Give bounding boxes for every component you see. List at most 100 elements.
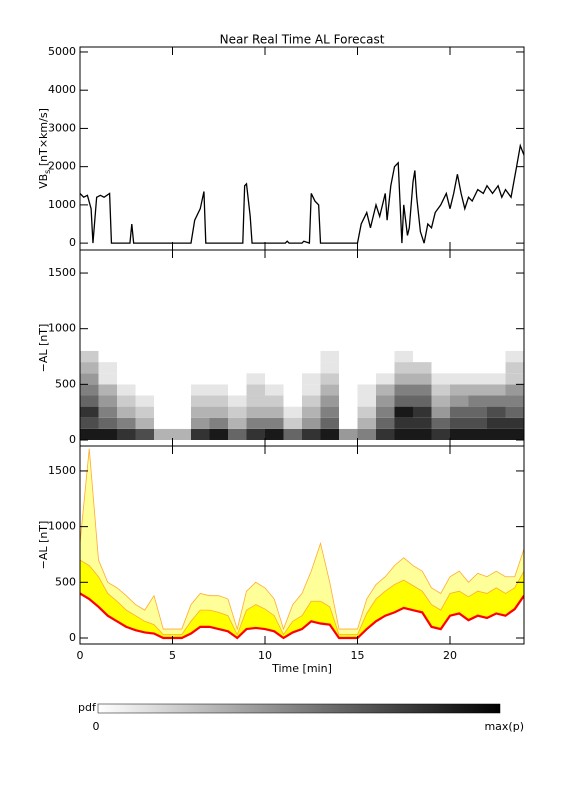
pdf-cell — [357, 428, 376, 440]
pdf-cell — [302, 406, 321, 418]
pdf-cell — [135, 406, 154, 418]
pdf-cell — [468, 395, 487, 407]
pdf-cell — [154, 373, 173, 385]
pdf-cell — [135, 417, 154, 429]
pdf-cell — [246, 417, 265, 429]
pdf-cell — [191, 428, 210, 440]
pdf-cell — [172, 362, 191, 374]
pdf-cell — [450, 395, 469, 407]
pdf-cell — [265, 373, 284, 385]
y-axis-label: VBs [nT×km/s] — [37, 108, 52, 189]
pdf-cell — [431, 406, 450, 418]
pdf-cell — [246, 406, 265, 418]
pdf-cell — [98, 350, 117, 363]
panel-frame — [79, 445, 525, 645]
pdf-cell — [302, 384, 321, 396]
pdf-cell — [487, 395, 506, 407]
pdf-cell — [228, 406, 247, 418]
pdf-cell — [135, 373, 154, 385]
x-axis-label: Time [min] — [271, 662, 332, 675]
pdf-cell — [209, 428, 228, 440]
pdf-cell — [487, 428, 506, 440]
pdf-cell — [98, 395, 117, 407]
colorbar — [97, 703, 501, 714]
pdf-cell — [468, 373, 487, 385]
pdf-cell — [505, 350, 524, 363]
pdf-cell — [431, 350, 450, 363]
pdf-cell — [320, 373, 339, 385]
pdf-cell — [209, 384, 228, 396]
pdf-cell — [431, 384, 450, 396]
pdf-cell — [431, 362, 450, 374]
pdf-cell — [339, 428, 358, 440]
pdf-cell — [246, 395, 265, 407]
pdf-cell — [228, 417, 247, 429]
pdf-cell — [413, 362, 432, 374]
pdf-cell — [209, 406, 228, 418]
pdf-cell — [357, 406, 376, 418]
pdf-cell — [228, 428, 247, 440]
pdf-cell — [80, 362, 99, 374]
pdf-cell — [80, 350, 99, 363]
pdf-cell — [265, 350, 284, 363]
pdf-cell — [357, 362, 376, 374]
pdf-cell — [117, 384, 136, 396]
pdf-cell — [283, 373, 302, 385]
pdf-cell — [98, 384, 117, 396]
pdf-cell — [431, 428, 450, 440]
pdf-cell — [376, 417, 395, 429]
pdf-cell — [154, 362, 173, 374]
pdf-cell — [376, 384, 395, 396]
pdf-cell — [320, 362, 339, 374]
x-tick-label: 5 — [169, 649, 176, 662]
pdf-cell — [265, 395, 284, 407]
pdf-cell — [357, 417, 376, 429]
y-axis-label: −AL [nT] — [37, 521, 50, 570]
pdf-cell — [117, 417, 136, 429]
pdf-cell — [320, 428, 339, 440]
pdf-cell — [320, 406, 339, 418]
pdf-cell — [209, 395, 228, 407]
pdf-cell — [172, 395, 191, 407]
pdf-cell — [450, 428, 469, 440]
pdf-cell — [339, 350, 358, 363]
plot-area — [80, 448, 524, 640]
pdf-cell — [228, 362, 247, 374]
pdf-cell — [191, 417, 210, 429]
pdf-cell — [246, 428, 265, 440]
median-line — [80, 592, 524, 640]
pdf-cell — [283, 350, 302, 363]
below-median — [80, 593, 524, 638]
pdf-cell — [117, 395, 136, 407]
y-tick-label: 500 — [55, 575, 76, 588]
pdf-cell — [246, 373, 265, 385]
pdf-cell — [320, 350, 339, 363]
pdf-cell — [487, 417, 506, 429]
pdf-cell — [468, 350, 487, 363]
pdf-cell — [80, 384, 99, 396]
pdf-cell — [376, 428, 395, 440]
pdf-cell — [191, 384, 210, 396]
y-tick-label: 1000 — [48, 198, 76, 211]
pdf-cell — [505, 417, 524, 429]
x-tick-label: 20 — [443, 649, 457, 662]
pdf-cell — [450, 417, 469, 429]
pdf-cell — [172, 428, 191, 440]
x-tick-label: 10 — [258, 649, 272, 662]
pdf-cell — [265, 428, 284, 440]
pdf-cell — [80, 373, 99, 385]
pdf-cell — [80, 417, 99, 429]
band-edge — [80, 559, 524, 636]
pdf-cell — [450, 373, 469, 385]
colorbar-label: pdf — [78, 701, 97, 714]
pdf-cell — [172, 417, 191, 429]
pdf-cell — [376, 350, 395, 363]
y-tick-label: 4000 — [48, 83, 76, 96]
pdf-cell — [172, 350, 191, 363]
y-tick-label: 5000 — [48, 45, 76, 58]
pdf-cell — [135, 428, 154, 440]
pdf-cell — [80, 406, 99, 418]
pdf-cell — [98, 373, 117, 385]
pdf-cell — [394, 384, 413, 396]
pdf-cell — [154, 406, 173, 418]
